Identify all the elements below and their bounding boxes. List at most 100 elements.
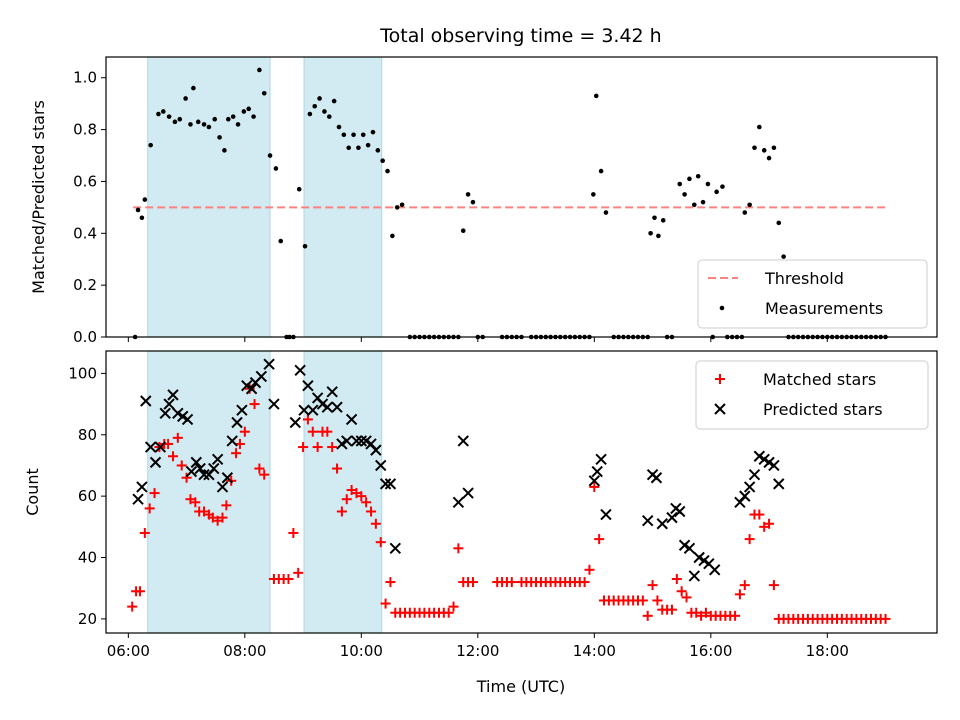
- data-point: [742, 210, 748, 215]
- data-point: [356, 491, 367, 502]
- data-point: [246, 106, 252, 112]
- data-point: [781, 254, 786, 259]
- marker-stroke: [221, 472, 234, 484]
- marker-stroke: [693, 551, 705, 564]
- data-point: [163, 398, 175, 410]
- data-point: [776, 220, 782, 226]
- y-tick-label: 20: [78, 610, 97, 628]
- marker-stroke: [389, 542, 402, 555]
- marker-stroke: [144, 441, 157, 453]
- data-point: [385, 168, 390, 174]
- data-point: [195, 119, 201, 125]
- observing-window-band: [147, 56, 271, 338]
- data-point: [322, 426, 333, 437]
- marker-stroke: [154, 441, 167, 453]
- marker-stroke: [753, 450, 766, 462]
- data-point: [176, 460, 187, 471]
- marker-stroke: [656, 518, 668, 530]
- series-matched-stars: [127, 383, 891, 624]
- data-point: [251, 114, 256, 119]
- data-point: [584, 564, 595, 575]
- marker-stroke: [588, 475, 601, 487]
- data-point: [154, 441, 167, 453]
- marker-stroke: [683, 542, 696, 555]
- data-point: [211, 453, 224, 466]
- data-point: [142, 197, 148, 202]
- data-point: [764, 518, 775, 529]
- y-tick-label: 80: [78, 426, 97, 444]
- data-point: [379, 478, 392, 490]
- data-point: [591, 465, 603, 478]
- data-point: [345, 413, 358, 426]
- data-point: [245, 383, 258, 395]
- marker-stroke: [294, 364, 306, 377]
- data-point: [183, 96, 188, 101]
- y-tick-label: 1.0: [73, 69, 97, 87]
- plot-frame: [105, 350, 938, 634]
- data-point: [221, 500, 232, 511]
- marker-stroke: [231, 416, 243, 429]
- data-point: [241, 109, 247, 114]
- data-point: [236, 404, 248, 416]
- data-point: [135, 207, 141, 213]
- x-tick-label: 08:00: [223, 642, 266, 660]
- data-point: [448, 601, 459, 612]
- data-point: [652, 595, 663, 606]
- data-point: [166, 114, 172, 119]
- marker-stroke: [326, 386, 338, 398]
- data-point: [216, 481, 229, 493]
- data-point: [761, 148, 767, 153]
- marker-stroke: [452, 496, 465, 508]
- marker-stroke: [698, 554, 710, 567]
- observing-window-band: [303, 56, 383, 338]
- data-point: [206, 124, 212, 130]
- data-point: [181, 413, 194, 426]
- data-point: [302, 379, 314, 392]
- data-point: [399, 202, 405, 208]
- plot-frame: [105, 56, 938, 338]
- data-point: [332, 463, 343, 474]
- data-point: [642, 610, 653, 621]
- legend: Matched stars Predicted stars: [695, 360, 929, 430]
- data-point: [676, 586, 687, 597]
- x-tick-label: 12:00: [456, 642, 499, 660]
- data-point: [327, 442, 338, 453]
- data-point: [221, 472, 234, 484]
- legend-box: [697, 259, 928, 329]
- data-point: [380, 598, 391, 609]
- marker-stroke: [241, 379, 253, 392]
- x-tick-label: 16:00: [689, 642, 732, 660]
- data-point: [687, 176, 692, 182]
- marker-stroke: [763, 456, 775, 469]
- marker-stroke: [678, 539, 691, 551]
- data-point: [683, 542, 696, 555]
- top-y-axis-label: Matched/Predicted stars: [29, 100, 48, 294]
- legend-plus-swatch: [715, 374, 725, 384]
- marker-stroke: [341, 435, 353, 447]
- chart-title: Total observing time = 3.42 h: [379, 25, 661, 47]
- data-point: [457, 435, 469, 447]
- marker-stroke: [302, 379, 314, 392]
- marker-stroke: [708, 564, 721, 576]
- data-point: [465, 192, 471, 197]
- data-point: [298, 442, 309, 453]
- marker-stroke: [185, 465, 198, 478]
- data-point: [600, 508, 612, 521]
- y-tick-label: 0.4: [73, 224, 97, 242]
- data-point: [127, 601, 138, 612]
- data-point: [283, 573, 294, 584]
- data-point: [294, 364, 306, 377]
- observing-window-band: [303, 350, 383, 634]
- data-point: [307, 111, 313, 117]
- data-point: [212, 116, 218, 122]
- data-point: [708, 564, 721, 576]
- data-point: [167, 451, 178, 462]
- marker-stroke: [289, 416, 302, 429]
- panel-ratio: 0.0 0.2 0.4 0.6 0.8 1.0 Threshold Measurements: [73, 56, 938, 346]
- data-point: [467, 577, 478, 588]
- data-point: [452, 496, 465, 508]
- data-point: [641, 514, 654, 527]
- data-point: [766, 155, 772, 161]
- data-point: [453, 543, 464, 554]
